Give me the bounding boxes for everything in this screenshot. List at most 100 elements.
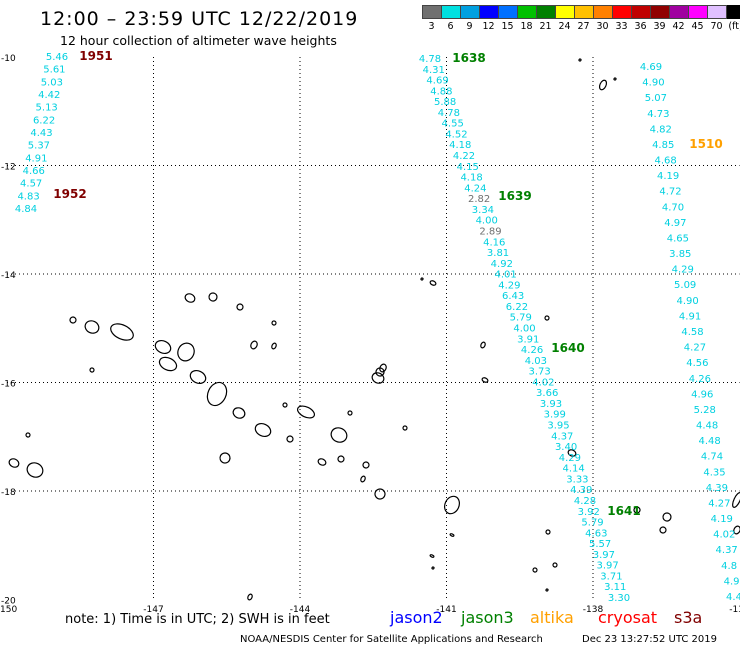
color-swatch bbox=[707, 5, 726, 19]
track-c-swh-value: 4.48 bbox=[698, 436, 720, 447]
lat-tick-label: -16 bbox=[1, 380, 16, 390]
track-c-swh-value: 4.70 bbox=[662, 202, 684, 213]
island-outline bbox=[296, 405, 316, 419]
island-outline bbox=[236, 303, 244, 311]
island-outline bbox=[208, 292, 218, 302]
track-c-swh-value: 4.29 bbox=[672, 265, 694, 276]
track-a-swh-value: 4.91 bbox=[25, 153, 47, 164]
legend-cryosat: cryosat bbox=[598, 608, 658, 627]
island-outline bbox=[444, 495, 460, 515]
pass-time-label: 1640 bbox=[551, 341, 584, 355]
track-a-swh-value: 5.13 bbox=[36, 103, 58, 114]
track-b-swh-value: 3.33 bbox=[566, 474, 588, 485]
track-c-swh-value: 4.82 bbox=[650, 124, 672, 135]
track-b-swh-value: 4.24 bbox=[464, 183, 486, 194]
track-c-swh-value: 4.4 bbox=[726, 592, 740, 603]
island-outline bbox=[282, 402, 288, 408]
track-b-swh-value: 4.63 bbox=[585, 528, 607, 539]
island-outline bbox=[286, 435, 294, 443]
track-a-swh-value: 4.83 bbox=[17, 191, 39, 202]
island-outline bbox=[154, 339, 172, 355]
track-b-swh-value: 4.78 bbox=[438, 108, 460, 119]
color-swatch bbox=[479, 5, 498, 19]
track-b-swh-value: 4.28 bbox=[574, 496, 596, 507]
color-swatch bbox=[688, 5, 707, 19]
track-a-swh-value: 6.22 bbox=[33, 115, 55, 126]
pass-time-label: 1952 bbox=[53, 187, 86, 201]
island-outline bbox=[379, 363, 387, 373]
track-c-swh-value: 4.97 bbox=[664, 218, 686, 229]
track-b-swh-value: 4.92 bbox=[491, 259, 513, 270]
map-title: 12:00 – 23:59 UTC 12/22/2019 bbox=[40, 8, 359, 30]
track-c-swh-value: 4.37 bbox=[716, 545, 738, 556]
track-a-swh-value: 5.46 bbox=[46, 52, 68, 63]
track-c-swh-value: 4.85 bbox=[652, 140, 674, 151]
track-b-swh-value: 4.16 bbox=[483, 237, 505, 248]
track-b-swh-value: 4.00 bbox=[476, 216, 498, 227]
color-scale-label: 9 bbox=[466, 21, 473, 32]
track-a-swh-value: 4.84 bbox=[15, 204, 37, 215]
island-outline bbox=[184, 293, 196, 303]
track-b-swh-value: 4.29 bbox=[559, 453, 581, 464]
track-a-swh-value: 4.66 bbox=[23, 166, 45, 177]
track-a-swh-value: 4.57 bbox=[20, 179, 42, 190]
track-b-swh-value: 2.82 bbox=[468, 194, 490, 205]
track-b-swh-value: 5.88 bbox=[434, 97, 456, 108]
track-c-swh-value: 4.90 bbox=[642, 78, 664, 89]
island-outline bbox=[219, 452, 231, 464]
track-b-swh-value: 4.14 bbox=[563, 464, 585, 475]
track-b-swh-value: 3.81 bbox=[487, 248, 509, 259]
island-outline bbox=[545, 529, 551, 535]
track-b-swh-value: 4.52 bbox=[445, 129, 467, 140]
pass-time-label: 1510 bbox=[689, 137, 722, 151]
track-b-swh-value: 3.99 bbox=[544, 410, 566, 421]
track-b-swh-value: 3.91 bbox=[517, 334, 539, 345]
island-outline bbox=[8, 458, 20, 468]
track-b-swh-value: 4.02 bbox=[532, 377, 554, 388]
footnote: note: 1) Time is in UTC; 2) SWH is in fe… bbox=[65, 612, 330, 627]
lat-tick-label: -10 bbox=[1, 54, 16, 64]
color-scale-label: 70 bbox=[710, 21, 723, 32]
island-outline bbox=[481, 377, 489, 383]
island-outline bbox=[26, 462, 44, 478]
color-swatch bbox=[441, 5, 460, 19]
track-c-swh-value: 4.19 bbox=[657, 171, 679, 182]
track-c-swh-value: 4.56 bbox=[686, 358, 708, 369]
wave-height-tracks: 5.465.615.034.425.136.224.435.374.914.66… bbox=[15, 52, 740, 604]
pass-time-label: 1951 bbox=[79, 49, 112, 63]
lat-tick-label: -18 bbox=[1, 488, 16, 498]
island-outline bbox=[544, 315, 550, 321]
track-b-swh-value: 3.66 bbox=[536, 388, 558, 399]
track-b-swh-value: 3.97 bbox=[597, 561, 619, 572]
legend-jason2: jason2 bbox=[390, 608, 443, 627]
color-swatch bbox=[517, 5, 536, 19]
track-c-swh-value: 5.09 bbox=[674, 280, 696, 291]
island-outline bbox=[110, 323, 134, 341]
track-b-swh-value: 4.01 bbox=[494, 270, 516, 281]
track-b-swh-value: 4.78 bbox=[419, 54, 441, 65]
track-c-swh-value: 4.39 bbox=[706, 483, 728, 494]
island-outline bbox=[271, 342, 277, 350]
pass-time-labels: 1951 1952 1638 1639 1640 1641 1510 bbox=[53, 49, 722, 518]
color-swatch bbox=[422, 5, 441, 19]
track-c-swh-value: 4.69 bbox=[640, 62, 662, 73]
lon-tick-label: -147 bbox=[143, 605, 163, 615]
color-scale-label: 21 bbox=[539, 21, 552, 32]
island-outline bbox=[545, 588, 549, 592]
color-scale-label: 36 bbox=[634, 21, 647, 32]
island-outline bbox=[662, 512, 672, 522]
island-outline bbox=[613, 77, 617, 81]
track-b-swh-value: 4.39 bbox=[570, 485, 592, 496]
island-outline bbox=[330, 427, 348, 443]
track-b-swh-value: 3.34 bbox=[472, 205, 494, 216]
island-outline bbox=[360, 475, 366, 483]
color-swatch bbox=[536, 5, 555, 19]
color-swatch bbox=[593, 5, 612, 19]
lat-tick-label: -12 bbox=[1, 163, 16, 173]
island-outline bbox=[480, 341, 486, 349]
legend-s3a: s3a bbox=[674, 608, 703, 627]
color-scale-label: (ft) bbox=[728, 21, 740, 32]
track-c-swh-value: 4.48 bbox=[696, 421, 718, 432]
track-b-swh-value: 4.29 bbox=[498, 280, 520, 291]
